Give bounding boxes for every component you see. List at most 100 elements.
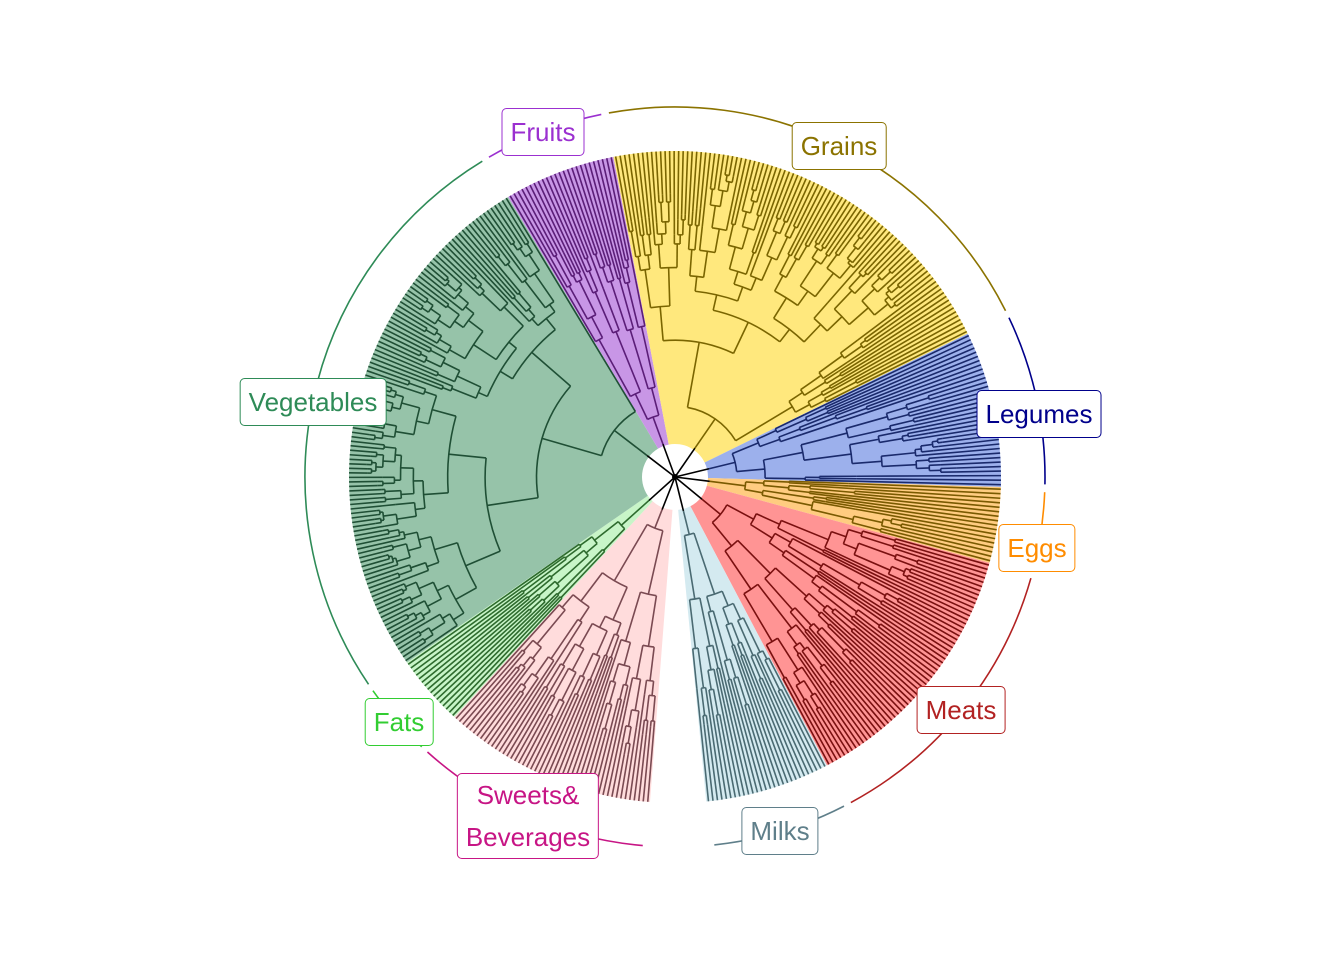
internal-branch bbox=[423, 295, 429, 300]
internal-branch bbox=[599, 654, 606, 668]
leaf-branch bbox=[423, 268, 444, 285]
leaf-branch bbox=[558, 172, 605, 289]
internal-branch bbox=[561, 594, 574, 608]
internal-branch bbox=[755, 513, 780, 526]
leaf-branch bbox=[789, 180, 811, 225]
leaf-branch bbox=[592, 161, 623, 270]
internal-branch bbox=[590, 246, 595, 256]
internal-join bbox=[880, 456, 883, 467]
leaf-branch bbox=[509, 195, 585, 322]
internal-join bbox=[823, 398, 827, 402]
internal-branch bbox=[756, 653, 762, 663]
internal-branch bbox=[420, 637, 424, 641]
internal-branch bbox=[629, 329, 649, 390]
internal-branch bbox=[742, 617, 761, 653]
internal-branch bbox=[850, 630, 860, 639]
internal-branch bbox=[418, 535, 432, 541]
internal-branch bbox=[723, 660, 731, 680]
internal-branch bbox=[743, 593, 773, 642]
internal-branch bbox=[896, 280, 903, 286]
leaf-branch bbox=[458, 662, 512, 723]
internal-branch bbox=[598, 657, 614, 696]
internal-branch bbox=[421, 307, 429, 313]
internal-branch bbox=[641, 235, 646, 256]
internal-branch bbox=[763, 480, 790, 483]
internal-branch bbox=[820, 611, 833, 623]
internal-branch bbox=[753, 215, 760, 231]
internal-join bbox=[612, 329, 620, 334]
internal-branch bbox=[762, 489, 814, 500]
leaf-branch bbox=[382, 332, 411, 348]
internal-branch bbox=[554, 255, 572, 286]
leaf-branch bbox=[349, 484, 378, 488]
internal-branch bbox=[891, 517, 903, 522]
internal-branch bbox=[822, 361, 848, 380]
internal-branch bbox=[550, 549, 585, 578]
internal-branch bbox=[621, 725, 627, 743]
leaf-branch bbox=[395, 632, 417, 647]
internal-branch bbox=[470, 275, 475, 280]
internal-branch bbox=[721, 590, 729, 606]
internal-branch bbox=[437, 319, 451, 329]
internal-branch bbox=[793, 672, 801, 684]
internal-join bbox=[604, 615, 622, 624]
leaf-branch bbox=[940, 461, 1001, 466]
internal-branch bbox=[756, 429, 777, 441]
internal-join bbox=[647, 414, 659, 421]
internal-join bbox=[804, 417, 808, 422]
internal-branch bbox=[800, 374, 822, 391]
leaf-branch bbox=[720, 721, 737, 798]
internal-branch bbox=[693, 532, 716, 595]
leaf-branch bbox=[454, 235, 500, 285]
internal-branch bbox=[731, 176, 735, 183]
internal-join bbox=[762, 459, 766, 479]
root-branch bbox=[674, 476, 685, 512]
internal-branch bbox=[583, 678, 590, 692]
internal-branch bbox=[917, 559, 929, 565]
internal-branch bbox=[452, 612, 465, 621]
internal-branch bbox=[705, 646, 712, 670]
leaf-branch bbox=[699, 152, 707, 209]
internal-branch bbox=[426, 598, 442, 607]
internal-join bbox=[773, 317, 805, 343]
leaf-branch bbox=[794, 185, 824, 242]
internal-branch bbox=[717, 180, 721, 191]
internal-branch bbox=[832, 680, 842, 692]
internal-branch bbox=[841, 651, 852, 662]
internal-branch bbox=[438, 338, 452, 348]
internal-branch bbox=[831, 530, 847, 538]
internal-branch bbox=[481, 292, 501, 312]
internal-branch bbox=[851, 251, 862, 264]
leaf-branch bbox=[862, 219, 877, 238]
leaf-branch bbox=[637, 153, 647, 218]
leaf-branch bbox=[650, 151, 658, 223]
internal-join bbox=[610, 680, 616, 684]
internal-branch bbox=[395, 430, 414, 436]
internal-branch bbox=[446, 278, 450, 282]
internal-branch bbox=[396, 515, 417, 520]
internal-branch bbox=[442, 272, 449, 279]
internal-branch bbox=[813, 302, 829, 319]
leaf-branch bbox=[902, 277, 934, 303]
leaf-branch bbox=[684, 151, 689, 215]
internal-branch bbox=[915, 454, 922, 457]
internal-join bbox=[766, 254, 778, 261]
internal-join bbox=[815, 706, 821, 710]
internal-branch bbox=[527, 577, 553, 599]
internal-branch bbox=[727, 679, 736, 707]
leaf-branch bbox=[781, 174, 799, 215]
internal-branch bbox=[762, 650, 768, 660]
internal-branch bbox=[403, 617, 409, 622]
internal-branch bbox=[431, 339, 438, 344]
leaf-branch bbox=[815, 669, 868, 741]
internal-branch bbox=[386, 558, 390, 561]
internal-branch bbox=[886, 406, 908, 415]
internal-branch bbox=[852, 521, 881, 531]
internal-branch bbox=[711, 205, 717, 228]
internal-join bbox=[854, 609, 859, 615]
internal-branch bbox=[825, 384, 859, 403]
internal-branch bbox=[388, 555, 392, 558]
leaf-branch bbox=[802, 183, 820, 217]
leaf-branch bbox=[723, 703, 746, 796]
leaf-branch bbox=[445, 627, 527, 710]
